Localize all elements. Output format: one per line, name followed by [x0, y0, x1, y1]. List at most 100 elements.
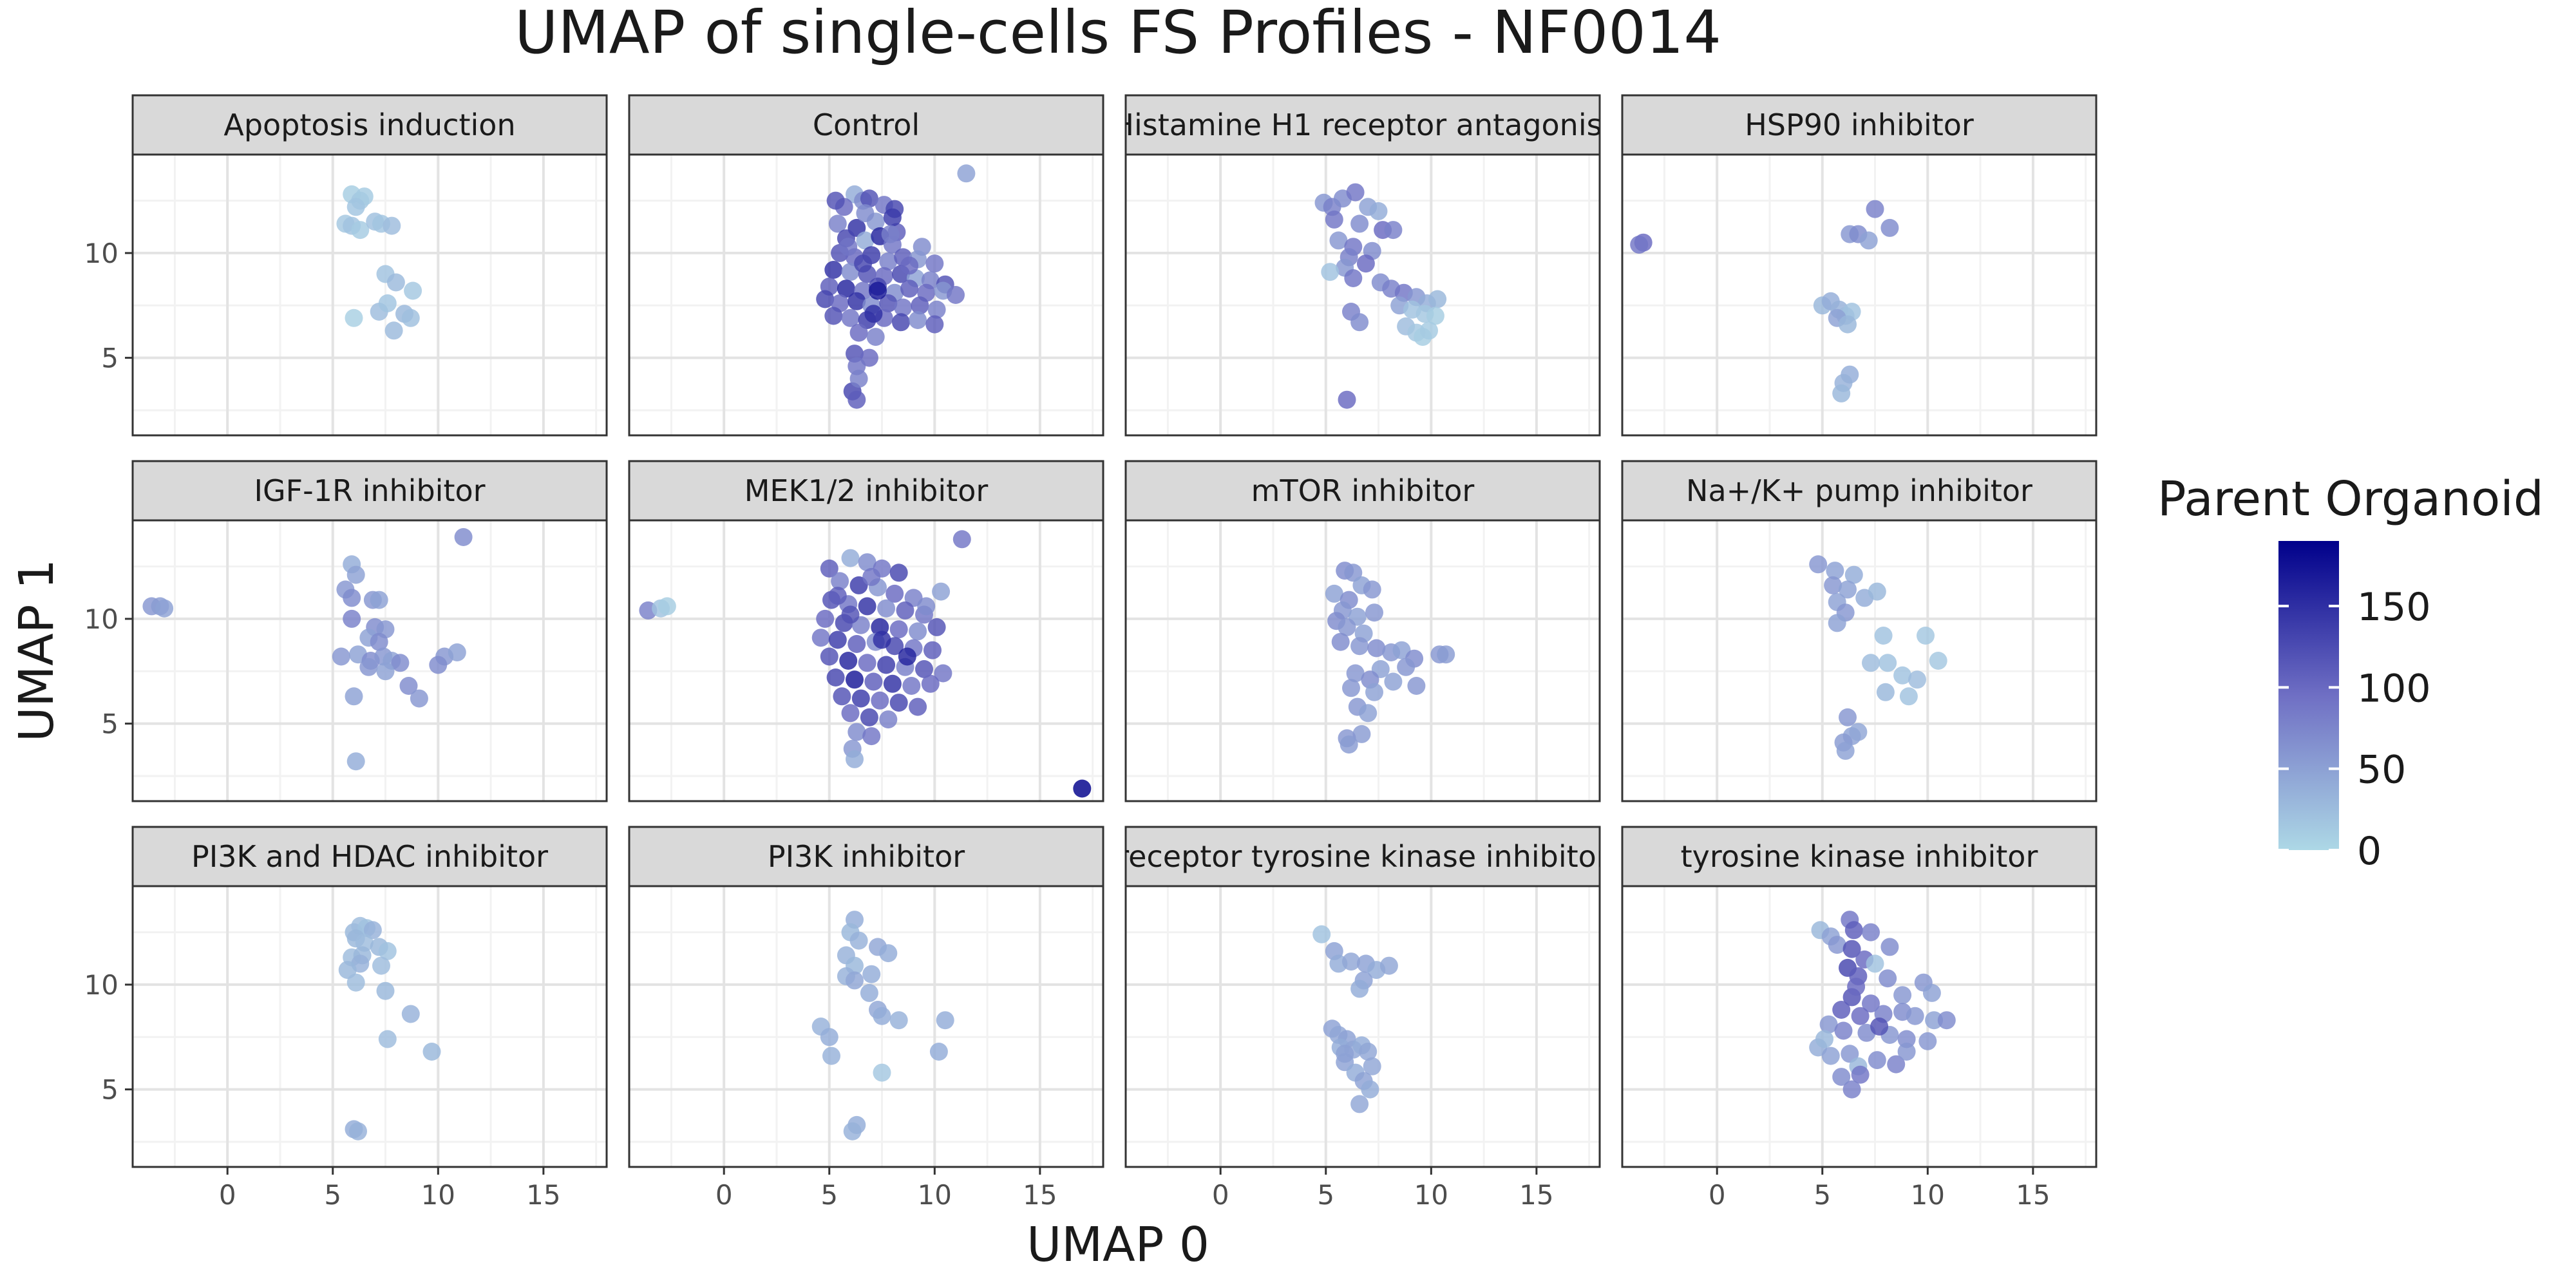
facet-panel: Na+/K+ pump inhibitor: [1621, 460, 2098, 802]
legend-tick-label: 150: [2357, 585, 2431, 630]
data-point: [1826, 562, 1844, 580]
facet-strip-label-group: Histamine H1 receptor antagonist: [1126, 108, 1600, 142]
data-point: [1880, 218, 1899, 237]
data-point: [1325, 210, 1343, 229]
data-point: [1338, 618, 1356, 636]
data-point: [1384, 672, 1403, 691]
data-point: [1338, 390, 1356, 409]
facet-strip: [628, 460, 1104, 522]
panel-background: [1622, 155, 2096, 435]
data-point: [332, 647, 350, 666]
data-point: [349, 1122, 367, 1141]
y-tick-label: 10: [84, 603, 118, 635]
data-point: [1346, 183, 1365, 202]
panel-points: [1314, 183, 1447, 409]
facet-strip-label: mTOR inhibitor: [1251, 473, 1475, 508]
x-tick-label: 0: [1212, 1179, 1229, 1211]
data-point: [927, 618, 946, 636]
data-point: [1819, 1015, 1838, 1034]
data-point: [1824, 576, 1842, 594]
facet-strip-label-group: PI3K and HDAC inhibitor: [191, 839, 548, 874]
facet-strip: [131, 826, 608, 887]
data-point: [896, 601, 914, 620]
data-point: [841, 308, 860, 327]
data-point: [831, 572, 849, 591]
facet-strip-label: PI3K inhibitor: [768, 839, 965, 874]
data-point: [454, 528, 473, 546]
panel-background: [1622, 520, 2096, 801]
data-point: [811, 629, 830, 647]
facet-panels: Apoptosis induction 5 10 Control Histamine H…: [84, 94, 2098, 1211]
facet-panel: tyrosine kinase inhibitor 0 5 10 15: [1621, 826, 2098, 1211]
data-point: [1847, 978, 1866, 996]
data-point: [909, 697, 927, 716]
data-point: [1828, 936, 1846, 954]
facet-strip: [1124, 94, 1601, 156]
data-point: [898, 647, 916, 666]
facet-panel: PI3K inhibitor 0 5 10 15: [628, 826, 1104, 1211]
facet-panel: Apoptosis induction 5 10: [84, 94, 608, 437]
x-tick-label: 0: [715, 1179, 733, 1211]
data-point: [1630, 235, 1649, 254]
data-point: [1851, 1065, 1870, 1084]
panel-points: [336, 185, 422, 340]
facet-strip-label: tyrosine kinase inhibitor: [1681, 839, 2038, 874]
data-point: [862, 567, 881, 586]
data-point: [839, 652, 858, 670]
data-point: [936, 1011, 954, 1030]
data-point: [860, 708, 878, 726]
data-point: [879, 944, 898, 963]
data-point: [1849, 723, 1868, 741]
data-point: [925, 254, 944, 273]
data-point: [1874, 627, 1893, 645]
data-point: [839, 238, 858, 256]
data-point: [848, 723, 866, 741]
facet-strip-label-group: Apoptosis induction: [223, 108, 515, 142]
data-point: [820, 647, 838, 666]
data-point: [915, 660, 933, 678]
facet-strip-label: receptor tyrosine kinase inhibitor: [1117, 839, 1609, 874]
data-point: [921, 674, 940, 693]
data-point: [401, 1005, 420, 1023]
data-point: [849, 931, 868, 950]
data-point: [1839, 580, 1857, 599]
data-point: [1893, 986, 1912, 1005]
facet-strip-label-group: receptor tyrosine kinase inhibitor: [1117, 839, 1609, 874]
data-point: [1832, 1068, 1851, 1086]
x-tick-label: 15: [1023, 1179, 1057, 1211]
data-point: [372, 956, 390, 975]
data-point: [1839, 315, 1857, 334]
data-point: [864, 305, 883, 323]
data-point: [1844, 565, 1863, 584]
data-point: [860, 189, 878, 208]
data-point: [1365, 603, 1383, 622]
data-point: [851, 689, 870, 708]
data-point: [1937, 1011, 1956, 1030]
data-point: [1897, 1030, 1916, 1048]
y-tick-label: 5: [101, 1074, 118, 1106]
data-point: [1899, 687, 1918, 706]
color-legend: Parent Organoid 0 50 100 150: [2157, 471, 2544, 874]
data-point: [886, 584, 904, 603]
data-point: [846, 670, 864, 689]
data-point: [378, 294, 397, 312]
x-tick-label: 15: [526, 1179, 560, 1211]
facet-strip-label-group: IGF-1R inhibitor: [254, 473, 485, 508]
x-tick-label: 10: [421, 1179, 455, 1211]
x-tick-label: 10: [1911, 1179, 1945, 1211]
panel-points: [142, 528, 473, 771]
data-point: [1851, 1007, 1870, 1025]
data-point: [858, 553, 876, 572]
facet-strip: [1124, 826, 1601, 887]
data-point: [376, 662, 395, 681]
data-point: [1834, 1021, 1853, 1040]
data-point: [1363, 1057, 1381, 1075]
facet-strip: [628, 94, 1104, 156]
data-point: [1336, 1045, 1354, 1063]
data-point: [849, 323, 868, 342]
data-point: [957, 164, 976, 183]
data-point: [1384, 221, 1403, 240]
data-point: [1918, 1032, 1937, 1050]
data-point: [1344, 269, 1363, 287]
data-point: [1821, 1046, 1840, 1065]
